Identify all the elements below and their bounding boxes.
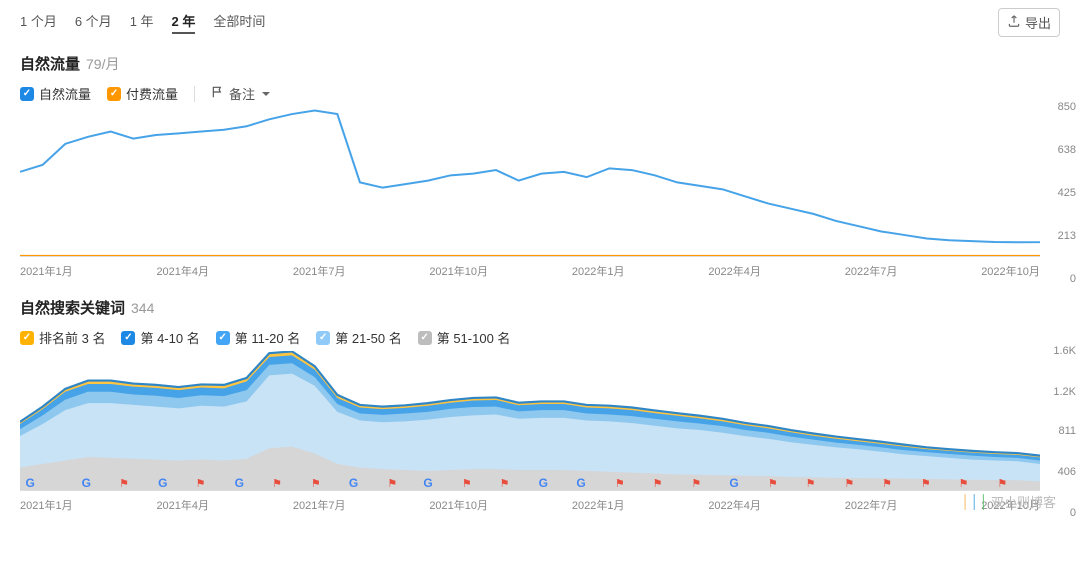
time-filter-2y[interactable]: 2 年 [172,11,196,34]
time-filter-1m[interactable]: 1 个月 [20,11,57,34]
timeline-markers: GG⚑G⚑G⚑⚑G⚑G⚑⚑GG⚑⚑⚑G⚑⚑⚑⚑⚑⚑⚑ [20,478,1040,490]
legend-r21-50-label: 第 21-50 名 [335,328,401,347]
keywords-title-row: 自然搜索关键词 344 [0,279,1080,322]
watermark: │││ 双小则博客 [962,492,1056,511]
keywords-value: 344 [131,300,154,316]
legend-organic[interactable]: 自然流量 [20,84,91,103]
traffic-value: 79/月 [86,54,119,74]
legend-r11-20[interactable]: 第 11-20 名 [216,328,301,347]
keywords-chart-wrap: GG⚑G⚑G⚑⚑G⚑G⚑⚑GG⚑⚑⚑G⚑⚑⚑⚑⚑⚑⚑ 04068111.2K1.… [0,351,1080,513]
legend-paid[interactable]: 付费流量 [107,84,178,103]
traffic-y-axis: 0213425638850 [1040,107,1076,279]
checkbox-organic [20,87,34,101]
notes-button[interactable]: 备注 [211,84,270,103]
time-filter-1y[interactable]: 1 年 [130,11,154,34]
time-filter-6m[interactable]: 6 个月 [75,11,112,34]
legend-organic-label: 自然流量 [39,84,91,103]
keywords-legend: 排名前 3 名 第 4-10 名 第 11-20 名 第 21-50 名 第 5… [0,322,1080,351]
legend-r4-10[interactable]: 第 4-10 名 [121,328,199,347]
export-label: 导出 [1025,13,1051,32]
notes-label: 备注 [229,84,255,103]
checkbox-r51-100 [418,331,432,345]
keywords-y-axis: 04068111.2K1.6K [1040,351,1076,513]
legend-r11-20-label: 第 11-20 名 [235,328,301,347]
checkbox-paid [107,87,121,101]
legend-top3-label: 排名前 3 名 [39,328,105,347]
chevron-down-icon [259,86,270,101]
keywords-title: 自然搜索关键词 [20,297,125,318]
divider [194,86,195,102]
legend-r51-100[interactable]: 第 51-100 名 [418,328,511,347]
keywords-chart: GG⚑G⚑G⚑⚑G⚑G⚑⚑GG⚑⚑⚑G⚑⚑⚑⚑⚑⚑⚑ [20,351,1040,491]
keywords-x-axis: 2021年1月2021年4月2021年7月2021年10月2022年1月2022… [20,491,1040,513]
traffic-title-row: 自然流量 79/月 [0,43,1080,78]
export-button[interactable]: 导出 [998,8,1060,37]
legend-paid-label: 付费流量 [126,84,178,103]
traffic-chart-wrap: 0213425638850 2021年1月2021年4月2021年7月2021年… [0,107,1080,279]
traffic-title: 自然流量 [20,53,80,74]
time-filter-all[interactable]: 全部时间 [213,11,265,34]
export-icon [1007,14,1021,31]
checkbox-r21-50 [316,331,330,345]
traffic-x-axis: 2021年1月2021年4月2021年7月2021年10月2022年1月2022… [20,257,1040,279]
legend-r51-100-label: 第 51-100 名 [437,328,511,347]
legend-top3[interactable]: 排名前 3 名 [20,328,105,347]
checkbox-top3 [20,331,34,345]
legend-r21-50[interactable]: 第 21-50 名 [316,328,401,347]
time-filters: 1 个月 6 个月 1 年 2 年 全部时间 [20,11,265,34]
checkbox-r11-20 [216,331,230,345]
checkbox-r4-10 [121,331,135,345]
top-bar: 1 个月 6 个月 1 年 2 年 全部时间 导出 [0,0,1080,43]
traffic-legend: 自然流量 付费流量 备注 [0,78,1080,107]
traffic-chart [20,107,1040,257]
flag-icon [211,85,225,102]
legend-r4-10-label: 第 4-10 名 [140,328,199,347]
